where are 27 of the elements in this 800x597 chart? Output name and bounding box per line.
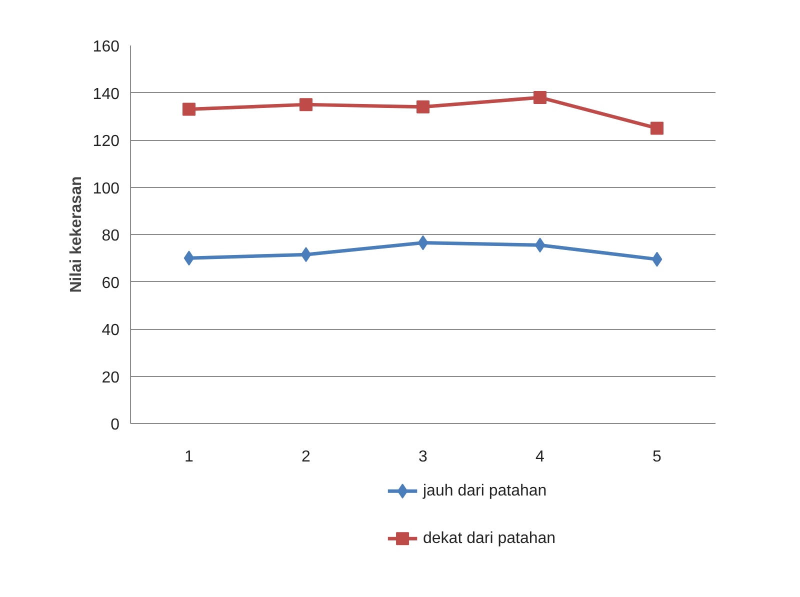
point xyxy=(534,90,546,104)
y-tick-label: 80 xyxy=(102,228,120,244)
x-tick-label: 2 xyxy=(302,448,311,466)
x-tick-label: 4 xyxy=(536,448,545,466)
x-tick-label: 3 xyxy=(418,448,428,466)
point xyxy=(182,102,196,116)
y-tick-label: 40 xyxy=(102,322,120,339)
y-tick-label: 60 xyxy=(102,274,120,292)
point xyxy=(300,247,312,262)
y-tick-label: 20 xyxy=(102,369,120,386)
y-tick-label: 100 xyxy=(92,180,120,198)
legend-label: jauh dari patahan xyxy=(422,482,547,500)
y-tick-label: 120 xyxy=(92,133,120,150)
y-axis-title: Nilai kekerasan xyxy=(68,176,85,293)
legend-label: dekat dari patahan xyxy=(423,530,556,548)
y-tick-label: 140 xyxy=(92,86,120,103)
point xyxy=(416,100,430,114)
point xyxy=(184,250,194,266)
point xyxy=(300,98,312,112)
y-tick-label: 0 xyxy=(110,416,120,434)
point xyxy=(534,238,546,253)
point xyxy=(418,235,428,250)
point xyxy=(650,122,664,135)
x-tick-label: 1 xyxy=(184,448,194,466)
y-tick-label: 160 xyxy=(92,38,120,56)
point xyxy=(652,252,662,267)
x-tick-label: 5 xyxy=(652,448,662,466)
